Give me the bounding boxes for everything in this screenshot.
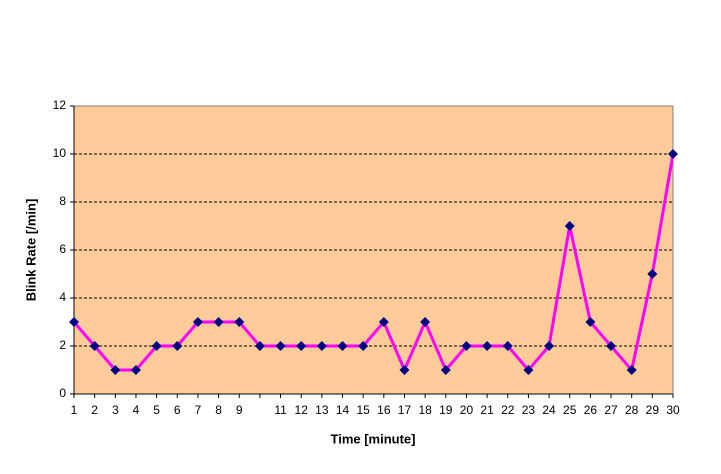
x-tick-label: 22	[501, 403, 515, 417]
x-tick-label: 18	[418, 403, 432, 417]
x-tick-label: 28	[625, 403, 639, 417]
data-point	[110, 365, 121, 375]
data-point	[151, 341, 162, 351]
x-tick-label: 3	[112, 403, 119, 417]
data-point	[192, 317, 203, 327]
x-tick-label: 26	[584, 403, 598, 417]
x-tick-label: 4	[133, 403, 140, 417]
x-tick-label: 15	[356, 403, 370, 417]
data-point	[130, 365, 141, 375]
y-tick-label: 6	[59, 242, 66, 256]
x-tick-label: 19	[439, 403, 453, 417]
data-point	[461, 341, 472, 351]
data-point	[296, 341, 307, 351]
x-tick-label: 7	[195, 403, 202, 417]
y-axis-label: Blink Rate [/min]	[23, 199, 38, 302]
x-tick-label: 20	[460, 403, 474, 417]
data-point	[378, 317, 389, 327]
x-tick-label: 16	[377, 403, 391, 417]
x-tick-label: 29	[646, 403, 660, 417]
data-point	[172, 341, 183, 351]
y-tick-label: 12	[53, 98, 67, 112]
x-axis-label: Time [minute]	[331, 431, 416, 446]
x-tick-label: 21	[480, 403, 494, 417]
x-tick-label: 1	[71, 403, 78, 417]
data-point	[585, 317, 596, 327]
data-point	[502, 341, 513, 351]
x-tick-label: 25	[563, 403, 577, 417]
x-tick-label: 17	[398, 403, 412, 417]
x-tick-label: 12	[295, 403, 309, 417]
x-tick-label: 8	[215, 403, 222, 417]
data-point	[254, 341, 265, 351]
data-point	[626, 365, 637, 375]
data-point	[420, 317, 431, 327]
data-point	[358, 341, 369, 351]
data-point	[482, 341, 493, 351]
x-tick-label: 30	[666, 403, 680, 417]
data-point	[213, 317, 224, 327]
plot-area	[73, 105, 674, 395]
y-tick-label: 4	[59, 290, 66, 304]
x-tick-label: 14	[336, 403, 350, 417]
data-point	[316, 341, 327, 351]
data-point	[89, 341, 100, 351]
y-tick-label: 8	[59, 194, 66, 208]
data-point	[399, 365, 410, 375]
x-tick-label: 13	[315, 403, 329, 417]
y-tick-label: 0	[59, 386, 66, 400]
x-tick-label: 27	[604, 403, 618, 417]
x-tick-label: 11	[274, 403, 287, 417]
x-tick-label: 5	[153, 403, 160, 417]
x-tick-label: 2	[91, 403, 98, 417]
data-point	[337, 341, 348, 351]
data-point	[647, 269, 658, 279]
data-point	[606, 341, 617, 351]
data-point	[523, 365, 534, 375]
x-tick-label: 6	[174, 403, 181, 417]
y-tick-label: 10	[53, 146, 67, 160]
x-tick-label: 23	[522, 403, 536, 417]
data-point	[275, 341, 286, 351]
data-point	[668, 149, 678, 159]
data-point	[234, 317, 245, 327]
x-tick-label: 24	[542, 403, 556, 417]
y-tick-label: 2	[59, 338, 66, 352]
data-point	[440, 365, 451, 375]
data-point	[69, 317, 79, 327]
data-point	[564, 221, 575, 231]
x-tick-label: 9	[236, 403, 243, 417]
data-point	[544, 341, 555, 351]
